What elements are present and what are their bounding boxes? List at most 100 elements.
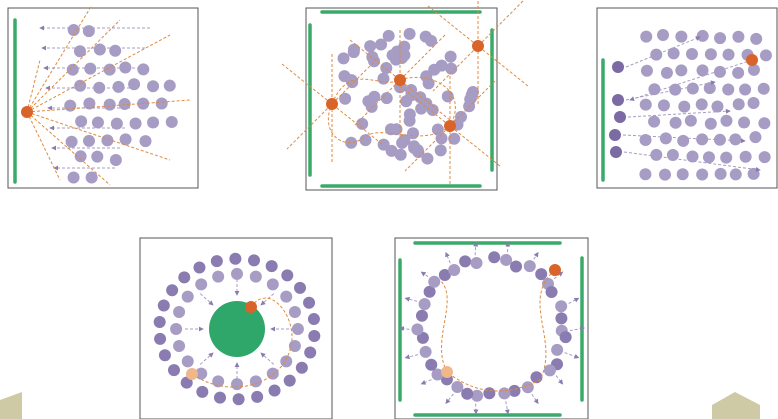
particle: [758, 117, 771, 130]
arrow: [404, 296, 418, 302]
arrow: [627, 108, 731, 118]
particle: [750, 32, 763, 45]
arrow: [420, 271, 429, 278]
particle: [648, 83, 661, 96]
tracked-particle: [394, 74, 406, 86]
particle: [471, 389, 484, 402]
arrow: [260, 352, 275, 365]
particle: [530, 371, 543, 384]
particle: [85, 171, 98, 184]
arrow: [199, 293, 214, 306]
particle: [686, 82, 699, 95]
arrow: [260, 293, 275, 306]
particle: [231, 378, 244, 391]
particle: [84, 62, 97, 75]
particle: [470, 257, 483, 270]
particle: [714, 167, 727, 180]
particle: [345, 136, 358, 149]
particle: [193, 261, 206, 274]
particle: [385, 144, 398, 157]
particle: [714, 32, 727, 45]
particle: [639, 168, 652, 181]
particle: [523, 260, 536, 273]
particle: [675, 64, 688, 77]
tracked-particle: [326, 98, 338, 110]
arrow: [555, 375, 564, 385]
particle: [384, 123, 397, 136]
particle: [483, 387, 496, 400]
obstacle: [209, 301, 265, 357]
particle: [212, 375, 225, 388]
particle: [163, 79, 176, 92]
particle: [268, 384, 281, 397]
particle: [103, 63, 116, 76]
particle: [346, 76, 359, 89]
particle: [640, 30, 653, 43]
particle: [395, 52, 408, 65]
particle: [365, 100, 378, 113]
particle: [722, 83, 735, 96]
trajectory: [191, 297, 293, 388]
particle: [678, 100, 691, 113]
arrow: [404, 354, 419, 360]
particle: [396, 136, 409, 149]
particle: [696, 29, 709, 42]
tracked-particle: [441, 366, 453, 378]
particle: [411, 323, 424, 336]
particle: [212, 270, 225, 283]
particle: [704, 117, 717, 130]
particle: [747, 63, 760, 76]
particle: [684, 114, 697, 127]
particle: [612, 94, 624, 106]
particle: [170, 323, 183, 336]
particle: [408, 142, 421, 155]
particle: [747, 167, 760, 180]
particle: [248, 254, 261, 267]
particle: [283, 374, 296, 387]
particle: [128, 78, 141, 91]
particle: [451, 380, 464, 393]
particle: [181, 355, 194, 368]
particle: [738, 116, 751, 129]
arrow: [553, 271, 564, 280]
ray: [399, 85, 501, 167]
tracked-particle: [186, 368, 198, 380]
particle: [364, 40, 377, 53]
ray: [432, 0, 524, 92]
particle: [423, 285, 436, 298]
ray: [26, 111, 61, 181]
particle: [266, 278, 279, 291]
particle: [722, 48, 735, 61]
particle: [178, 271, 191, 284]
particle: [435, 59, 448, 72]
particle: [660, 66, 673, 79]
particle: [147, 116, 160, 129]
particle: [109, 44, 122, 57]
particle: [659, 132, 672, 145]
tracked-particle: [21, 106, 33, 118]
particle: [153, 315, 166, 328]
particle: [559, 331, 572, 344]
particle: [103, 98, 116, 111]
particle: [158, 349, 171, 362]
particle: [434, 144, 447, 157]
particle: [418, 298, 431, 311]
particle: [759, 49, 772, 62]
particle: [280, 355, 293, 368]
arrow: [473, 241, 479, 256]
particle: [229, 252, 242, 265]
particle: [91, 116, 104, 129]
particle: [394, 148, 407, 161]
particle: [650, 148, 663, 161]
particle: [535, 268, 548, 281]
particle: [421, 152, 434, 165]
arrow: [533, 251, 539, 260]
particle: [711, 100, 724, 113]
particle: [415, 309, 428, 322]
particle: [75, 115, 88, 128]
particle: [521, 381, 534, 394]
tracked-particle: [472, 40, 484, 52]
particle: [400, 95, 413, 108]
particle: [648, 115, 661, 128]
particle: [73, 45, 86, 58]
